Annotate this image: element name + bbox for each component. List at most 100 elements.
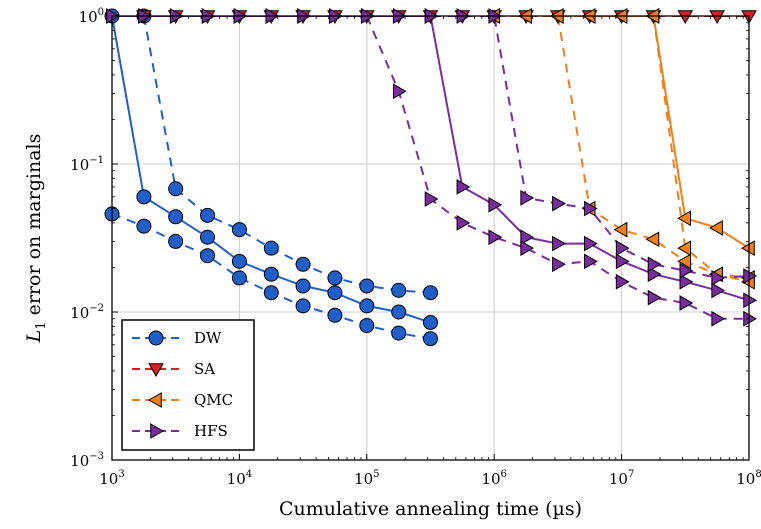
data-point-hfs bbox=[456, 179, 471, 195]
data-point-hfs bbox=[552, 256, 566, 273]
y-tick-label: 100 bbox=[79, 7, 104, 26]
legend-marker-qmc bbox=[147, 392, 162, 408]
data-point-dw bbox=[295, 278, 311, 294]
data-point-dw bbox=[422, 285, 438, 301]
data-point-dw bbox=[136, 218, 152, 234]
x-tick-label: 104 bbox=[227, 469, 252, 488]
legend-label-qmc: QMC bbox=[194, 391, 233, 409]
data-point-hfs bbox=[743, 268, 758, 284]
data-point-dw bbox=[295, 256, 311, 272]
series-line-hfs bbox=[112, 16, 749, 302]
data-point-dw bbox=[327, 270, 343, 286]
legend-label-dw: DW bbox=[194, 329, 222, 347]
legend: DW SA QMC HFS bbox=[121, 319, 255, 451]
data-point-hfs bbox=[488, 196, 503, 213]
data-point-hfs bbox=[583, 253, 598, 270]
data-point-dw bbox=[168, 233, 184, 249]
legend-label-hfs: HFS bbox=[194, 422, 228, 440]
data-point-hfs bbox=[615, 240, 630, 257]
data-point-dw bbox=[263, 285, 279, 301]
plot-frame bbox=[111, 15, 750, 461]
data-point-hfs bbox=[615, 253, 630, 270]
data-point-hfs bbox=[743, 310, 758, 327]
data-point-dw bbox=[391, 325, 407, 341]
data-point-hfs bbox=[456, 215, 471, 231]
data-point-qmc bbox=[645, 231, 660, 248]
legend-box bbox=[121, 319, 255, 451]
data-point-hfs bbox=[743, 292, 758, 309]
data-point-hfs bbox=[552, 195, 566, 212]
data-point-dw bbox=[231, 253, 247, 269]
data-point-hfs bbox=[520, 240, 535, 257]
series-line-dw bbox=[142, 16, 431, 294]
data-point-dw bbox=[327, 285, 343, 301]
data-point-hfs bbox=[520, 229, 535, 246]
data-point-hfs bbox=[711, 270, 726, 286]
y-tick-label: 10−2 bbox=[70, 303, 104, 322]
series-line-qmc bbox=[494, 16, 749, 279]
data-point-dw bbox=[168, 181, 184, 197]
data-point-hfs bbox=[711, 310, 726, 327]
data-point-dw bbox=[200, 207, 216, 223]
data-point-qmc bbox=[677, 253, 692, 270]
x-tick-label: 105 bbox=[354, 469, 379, 488]
series-line-hfs bbox=[365, 16, 749, 320]
legend-marker-sa bbox=[148, 363, 164, 378]
data-point-qmc bbox=[677, 210, 692, 227]
data-point-dw bbox=[200, 248, 216, 264]
data-point-hfs bbox=[583, 235, 598, 252]
x-tick-label: 108 bbox=[736, 469, 761, 488]
data-point-hfs bbox=[711, 282, 726, 299]
data-point-qmc bbox=[677, 240, 692, 257]
data-point-dw bbox=[136, 189, 152, 205]
data-point-qmc bbox=[740, 240, 755, 257]
data-point-dw bbox=[422, 331, 438, 347]
data-point-hfs bbox=[520, 190, 535, 206]
data-point-dw bbox=[263, 240, 279, 256]
data-point-dw bbox=[231, 270, 247, 286]
y-axis-label: L1 error on marginals bbox=[23, 134, 49, 344]
data-point-sa bbox=[677, 10, 694, 25]
data-point-hfs bbox=[552, 235, 566, 252]
legend-label-sa: SA bbox=[194, 360, 215, 378]
markers-layer bbox=[104, 8, 758, 347]
data-point-hfs bbox=[647, 266, 662, 283]
data-point-dw bbox=[231, 222, 247, 238]
data-point-qmc bbox=[613, 221, 628, 238]
legend-marker-dw bbox=[148, 330, 164, 346]
data-point-dw bbox=[359, 278, 375, 294]
series-line-hfs bbox=[112, 16, 749, 279]
data-point-qmc bbox=[709, 220, 723, 236]
data-point-dw bbox=[391, 282, 407, 298]
y-axis-label-subscript: 1 bbox=[34, 321, 49, 329]
y-tick-label: 10−3 bbox=[70, 451, 104, 470]
data-point-dw bbox=[422, 314, 438, 330]
data-point-hfs bbox=[679, 262, 694, 279]
data-point-dw bbox=[200, 229, 216, 245]
data-point-hfs bbox=[615, 273, 630, 290]
data-point-hfs bbox=[424, 191, 439, 207]
y-axis-label-text: error on marginals bbox=[23, 134, 45, 322]
data-point-dw bbox=[359, 318, 375, 334]
x-axis-label: Cumulative annealing time (µs) bbox=[279, 498, 582, 520]
axis-ticks: 103 104 105 106 107 108 100 10−1 10−2 10−3 bbox=[70, 7, 761, 488]
data-point-dw bbox=[327, 307, 343, 323]
x-tick-label: 107 bbox=[609, 469, 634, 488]
data-point-dw bbox=[295, 298, 311, 314]
data-point-hfs bbox=[488, 229, 503, 246]
y-tick-label: 10−1 bbox=[70, 155, 104, 174]
data-point-dw bbox=[359, 298, 375, 314]
data-point-hfs bbox=[679, 295, 694, 311]
x-tick-label: 103 bbox=[99, 469, 124, 488]
legend-marker-hfs bbox=[150, 423, 165, 439]
data-point-dw bbox=[168, 209, 184, 225]
data-point-dw bbox=[263, 266, 279, 282]
series-line-qmc bbox=[494, 16, 749, 283]
data-point-dw bbox=[391, 304, 407, 320]
data-point-hfs bbox=[647, 289, 662, 306]
y-axis-label-symbol: L bbox=[23, 330, 45, 344]
x-tick-label: 106 bbox=[481, 469, 506, 488]
data-point-hfs bbox=[583, 200, 598, 217]
data-point-hfs bbox=[392, 83, 407, 100]
